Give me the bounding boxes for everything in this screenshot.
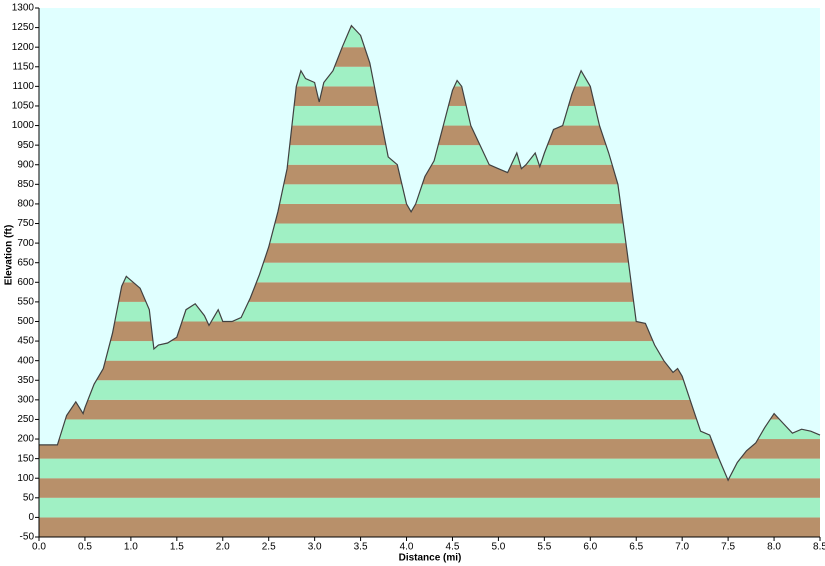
elevation-line [39, 24, 821, 482]
elevation-band [39, 341, 820, 361]
y-tick-label: 1050 [12, 101, 35, 112]
y-tick-label: 850 [17, 179, 34, 190]
elevation-band [39, 380, 820, 400]
y-tick-label: 50 [23, 492, 35, 503]
y-tick-label: 900 [17, 159, 34, 170]
x-tick-label: 4.5 [446, 542, 460, 553]
elevation-band [39, 517, 820, 537]
y-tick-label: 550 [17, 297, 34, 308]
elevation-band [39, 321, 820, 342]
x-tick-label: 7.5 [721, 542, 735, 553]
x-tick-label: 0.5 [78, 542, 92, 553]
y-tick-label: 100 [17, 473, 34, 484]
y-tick-label: 700 [17, 238, 34, 249]
x-tick-label: 2.5 [262, 542, 276, 553]
y-tick-label: 1100 [12, 81, 34, 92]
x-tick-label: 8.0 [767, 542, 781, 553]
y-tick-label: 950 [17, 140, 34, 151]
y-tick-label: 600 [17, 277, 34, 288]
x-axis-title: Distance (mi) [399, 553, 462, 564]
y-tick-label: 200 [17, 434, 34, 445]
y-tick-label: 400 [17, 355, 34, 366]
y-tick-label: -50 [20, 532, 35, 543]
x-tick-label: 1.5 [170, 542, 184, 553]
elevation-band [39, 478, 820, 498]
x-tick-label: 1.0 [124, 542, 138, 553]
elevation-band [39, 360, 820, 381]
y-tick-label: 250 [17, 414, 34, 425]
x-tick-label: 5.0 [491, 542, 505, 553]
elevation-band [39, 497, 820, 518]
elevation-band [39, 439, 820, 459]
y-axis-title: Elevation (ft) [4, 225, 15, 286]
y-tick-label: 1250 [12, 22, 35, 33]
elevation-band [39, 419, 820, 440]
elevation-band [39, 458, 820, 479]
x-tick-label: 6.0 [583, 542, 597, 553]
x-tick-label: 0.0 [32, 542, 46, 553]
y-tick-label: 0 [28, 512, 34, 523]
x-tick-label: 2.0 [216, 542, 230, 553]
y-tick-label: 750 [17, 218, 34, 229]
y-tick-label: 300 [17, 394, 34, 405]
x-tick-label: 3.0 [308, 542, 322, 553]
y-tick-label: 450 [17, 336, 34, 347]
x-tick-label: 4.0 [400, 542, 414, 553]
y-tick-label: 1300 [12, 3, 35, 14]
y-tick-label: 800 [17, 199, 34, 210]
x-tick-label: 6.5 [629, 542, 643, 553]
x-tick-label: 3.5 [354, 542, 368, 553]
y-tick-label: 350 [17, 375, 34, 386]
y-tick-label: 150 [17, 453, 34, 464]
elevation-band [39, 399, 820, 420]
y-tick-label: 650 [17, 257, 34, 268]
y-tick-label: 500 [17, 316, 34, 327]
y-tick-label: 1150 [12, 61, 34, 72]
y-tick-label: 1200 [12, 42, 35, 53]
x-tick-label: 8.5 [813, 542, 825, 553]
x-tick-label: 5.5 [537, 542, 551, 553]
y-tick-label: 1000 [12, 120, 35, 131]
x-tick-label: 7.0 [675, 542, 689, 553]
